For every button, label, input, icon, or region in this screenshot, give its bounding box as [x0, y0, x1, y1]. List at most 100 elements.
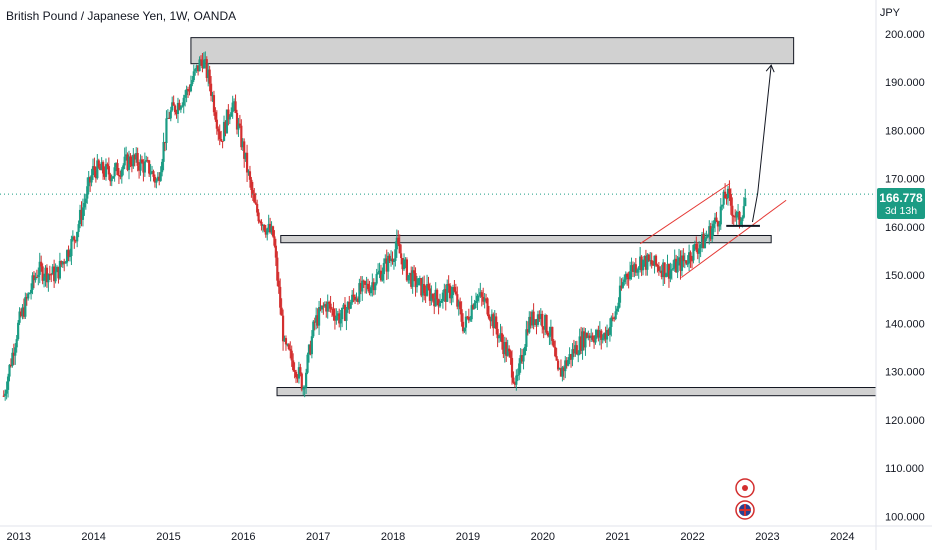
- channel-line: [681, 199, 787, 278]
- candle-body: [241, 141, 244, 148]
- candle-body: [181, 105, 184, 107]
- candle-body: [287, 344, 290, 350]
- candle-body: [559, 368, 563, 377]
- candle-body: [90, 175, 93, 183]
- candle-body: [388, 255, 391, 261]
- candle-body: [505, 342, 508, 356]
- candle-body: [94, 170, 97, 179]
- candle-body: [251, 189, 254, 194]
- uk-flag-icon[interactable]: [735, 500, 755, 520]
- candle-body: [135, 153, 138, 160]
- candle-body: [106, 164, 109, 167]
- candle-body: [303, 387, 306, 389]
- candle-body: [382, 263, 385, 275]
- candle-body: [74, 240, 77, 242]
- candle-body: [78, 209, 82, 225]
- candle-body: [212, 95, 216, 113]
- candle-body: [467, 316, 470, 321]
- candle-body: [158, 176, 161, 181]
- candle-body: [604, 333, 607, 340]
- candle-body: [110, 178, 113, 182]
- candle-body: [448, 285, 452, 299]
- candle-body: [341, 307, 344, 320]
- candle-body: [487, 314, 491, 319]
- y-tick-label: 160.000: [885, 222, 925, 234]
- candle-body: [257, 212, 260, 222]
- candle-body: [532, 311, 535, 326]
- candle-body: [594, 335, 597, 343]
- candle-body: [248, 171, 252, 180]
- candle-body: [464, 316, 468, 328]
- candle-body: [374, 283, 377, 291]
- candle-body: [361, 280, 364, 292]
- candle-body: [99, 166, 102, 171]
- candle-body: [126, 154, 129, 170]
- candle-body: [197, 65, 200, 72]
- candle-body: [21, 307, 24, 316]
- event-markers[interactable]: [735, 478, 755, 520]
- candle-body: [211, 95, 214, 97]
- candle-body: [294, 371, 298, 378]
- candle-body: [652, 264, 655, 266]
- candle-body: [192, 71, 195, 81]
- candle-body: [93, 166, 96, 171]
- candle-body: [171, 102, 174, 111]
- candle-body: [741, 217, 744, 222]
- candle-body: [54, 271, 57, 282]
- x-tick-label: 2016: [231, 531, 255, 543]
- candle-body: [641, 259, 645, 271]
- candle-body: [457, 301, 460, 307]
- candle-body: [129, 156, 132, 165]
- candle-body: [261, 224, 265, 226]
- candle-body: [50, 274, 53, 276]
- candle-body: [243, 141, 246, 159]
- candle-body: [582, 331, 586, 348]
- candle-body: [17, 322, 20, 340]
- candle-body: [159, 172, 162, 181]
- candle-body: [631, 265, 635, 272]
- candle-body: [407, 275, 410, 281]
- candle-body: [8, 364, 11, 377]
- candle-body: [60, 260, 63, 265]
- candle-body: [620, 285, 623, 288]
- candle-body: [503, 342, 506, 355]
- candle-body: [607, 329, 610, 335]
- candle-body: [531, 311, 534, 326]
- candle-body: [578, 336, 581, 355]
- candle-body: [146, 160, 149, 162]
- candle-body: [739, 221, 743, 225]
- x-tick-label: 2013: [6, 531, 30, 543]
- x-tick-label: 2023: [755, 531, 779, 543]
- candle-body: [708, 226, 711, 236]
- event-circle-icon[interactable]: [735, 478, 755, 498]
- candle-body: [336, 313, 339, 317]
- candle-body: [91, 166, 95, 176]
- candle-body: [721, 204, 724, 207]
- candle-body: [519, 355, 522, 364]
- price-zone: [276, 387, 877, 397]
- candle-body: [194, 69, 197, 72]
- candle-body: [600, 330, 603, 340]
- candle-body: [735, 212, 738, 218]
- candle-body: [233, 101, 236, 103]
- candle-body: [369, 287, 373, 294]
- candle-body: [404, 259, 407, 261]
- candle-body: [182, 97, 185, 106]
- candle-body: [184, 95, 187, 98]
- candle-body: [47, 274, 50, 283]
- candle-body: [523, 346, 527, 355]
- y-tick-label: 200.000: [885, 29, 925, 41]
- candle-body: [463, 327, 466, 332]
- x-tick-label: 2015: [156, 531, 180, 543]
- y-tick-label: 120.000: [885, 415, 925, 427]
- candle-body: [420, 278, 423, 296]
- x-tick-label: 2014: [81, 531, 105, 543]
- candle-body: [525, 329, 528, 347]
- candle-body: [65, 250, 69, 263]
- candle-body: [526, 329, 529, 333]
- candle-body: [617, 302, 620, 309]
- candle-body: [84, 198, 87, 203]
- candle-body: [424, 293, 427, 296]
- candle-body: [280, 307, 283, 316]
